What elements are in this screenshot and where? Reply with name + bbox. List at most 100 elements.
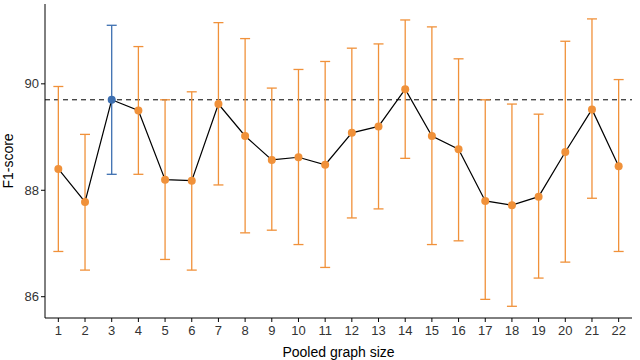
data-point <box>188 177 196 185</box>
data-point <box>481 197 489 205</box>
data-point <box>294 153 302 161</box>
x-tick <box>271 318 272 322</box>
error-bar <box>53 86 63 251</box>
x-tick <box>618 318 619 322</box>
error-bar <box>187 92 197 270</box>
error-bar <box>614 80 624 252</box>
x-tick <box>298 318 299 322</box>
error-bar <box>240 39 250 233</box>
error-bar <box>213 23 223 185</box>
data-point <box>455 145 463 153</box>
x-tick-label: 18 <box>505 323 519 338</box>
data-point <box>214 100 222 108</box>
x-tick-label: 21 <box>585 323 599 338</box>
x-tick-label: 22 <box>611 323 625 338</box>
data-point <box>615 162 623 170</box>
x-tick <box>565 318 566 322</box>
data-point <box>241 132 249 140</box>
x-tick <box>165 318 166 322</box>
x-tick-label: 20 <box>558 323 572 338</box>
x-tick-label: 17 <box>478 323 492 338</box>
x-tick <box>458 318 459 322</box>
x-tick <box>58 318 59 322</box>
x-tick <box>191 318 192 322</box>
error-bar <box>107 25 117 174</box>
x-tick-label: 16 <box>451 323 465 338</box>
data-point <box>54 165 62 173</box>
x-tick-label: 9 <box>268 323 275 338</box>
y-axis-line <box>45 4 46 318</box>
data-point <box>108 96 116 104</box>
plot-area <box>45 19 632 306</box>
error-bar <box>347 48 357 218</box>
error-bar <box>587 19 597 198</box>
x-axis-label: Pooled graph size <box>282 344 394 360</box>
error-bar <box>374 44 384 209</box>
x-tick-label: 12 <box>345 323 359 338</box>
x-tick <box>378 318 379 322</box>
error-bar <box>400 20 410 158</box>
error-bar <box>560 41 570 262</box>
data-point <box>81 198 89 206</box>
error-bar <box>427 27 437 245</box>
data-point <box>588 105 596 113</box>
x-tick <box>485 318 486 322</box>
y-axis-label: F1-score <box>0 133 16 188</box>
x-tick-label: 7 <box>215 323 222 338</box>
y-tick-label: 86 <box>25 289 39 304</box>
x-tick <box>245 318 246 322</box>
x-tick <box>591 318 592 322</box>
x-tick <box>138 318 139 322</box>
x-tick <box>85 318 86 322</box>
data-point <box>561 148 569 156</box>
data-point <box>321 161 329 169</box>
error-bar <box>80 134 90 270</box>
x-tick <box>111 318 112 322</box>
x-tick-label: 19 <box>531 323 545 338</box>
x-tick-label: 3 <box>108 323 115 338</box>
x-tick <box>325 318 326 322</box>
y-tick <box>41 83 45 84</box>
x-tick <box>511 318 512 322</box>
x-tick-label: 11 <box>318 323 332 338</box>
data-point <box>134 106 142 114</box>
x-tick <box>218 318 219 322</box>
series-line <box>58 89 618 205</box>
x-tick-label: 5 <box>161 323 168 338</box>
x-tick-label: 2 <box>81 323 88 338</box>
error-bar <box>160 100 170 260</box>
x-tick <box>405 318 406 322</box>
x-tick-label: 8 <box>241 323 248 338</box>
error-bar <box>293 69 303 244</box>
data-point <box>161 176 169 184</box>
data-point <box>401 85 409 93</box>
error-bar <box>507 104 517 306</box>
x-tick <box>431 318 432 322</box>
y-tick <box>41 296 45 297</box>
x-tick-label: 4 <box>135 323 142 338</box>
chart-container: 8688901234567891011121314151617181920212… <box>0 0 640 360</box>
reference-line <box>45 99 632 100</box>
error-bar <box>267 88 277 230</box>
error-bar <box>534 114 544 278</box>
x-tick-label: 6 <box>188 323 195 338</box>
data-point <box>508 201 516 209</box>
x-tick-label: 14 <box>398 323 412 338</box>
chart: 8688901234567891011121314151617181920212… <box>0 0 640 360</box>
x-tick-label: 1 <box>55 323 62 338</box>
error-bar <box>133 47 143 175</box>
data-point <box>348 129 356 137</box>
x-tick-label: 15 <box>425 323 439 338</box>
data-point <box>535 193 543 201</box>
y-tick-label: 88 <box>25 183 39 198</box>
y-tick <box>41 190 45 191</box>
error-bar <box>320 61 330 267</box>
y-tick-label: 90 <box>25 76 39 91</box>
x-axis-line <box>45 318 632 319</box>
x-tick-label: 13 <box>371 323 385 338</box>
data-point <box>268 156 276 164</box>
data-point <box>375 122 383 130</box>
x-tick-label: 10 <box>291 323 305 338</box>
data-point <box>428 132 436 140</box>
x-tick <box>538 318 539 322</box>
